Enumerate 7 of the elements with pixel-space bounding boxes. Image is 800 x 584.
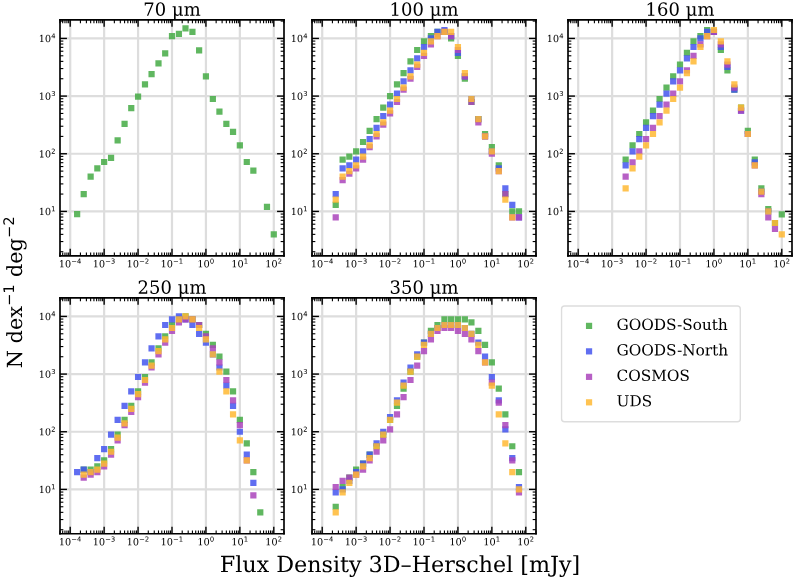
chart-title: 70 μm — [144, 2, 201, 20]
chart-title: 100 μm — [391, 2, 459, 20]
x-axis-title: Flux Density 3D–Herschel [mJy] — [221, 555, 579, 577]
chart-title: 160 μm — [647, 2, 715, 20]
y-axis-title: N dex$^{−1}$ deg$^{−2}$ — [3, 217, 27, 368]
chart-title: 250 μm — [138, 280, 207, 298]
chart-title: 350 μm — [390, 280, 459, 298]
